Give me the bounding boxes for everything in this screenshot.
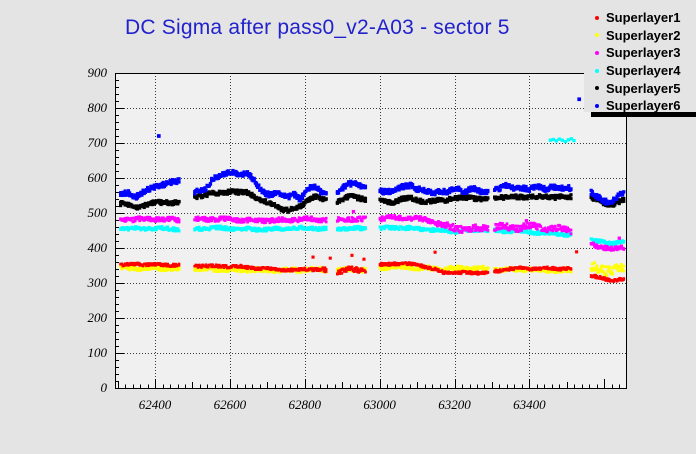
- legend-item-superlayer3: Superlayer3: [584, 44, 696, 62]
- legend-marker-superlayer2-icon: [595, 33, 599, 38]
- legend-marker-superlayer1-icon: [595, 15, 599, 20]
- legend-item-superlayer5: Superlayer5: [584, 79, 696, 97]
- legend-label-superlayer1: Superlayer1: [606, 10, 681, 26]
- legend-marker-superlayer4-icon: [595, 68, 599, 73]
- legend-item-superlayer6: Superlayer6: [584, 97, 696, 115]
- legend-marker-superlayer6-icon: [595, 103, 599, 108]
- legend-marker-superlayer5-icon: [595, 86, 599, 91]
- legend-label-superlayer6: Superlayer6: [606, 98, 681, 114]
- legend-item-superlayer2: Superlayer2: [584, 27, 696, 45]
- legend-item-superlayer4: Superlayer4: [584, 62, 696, 80]
- legend-label-superlayer3: Superlayer3: [606, 45, 681, 61]
- chart-title: DC Sigma after pass0_v2-A03 - sector 5: [125, 16, 510, 39]
- legend-label-superlayer2: Superlayer2: [606, 27, 681, 43]
- legend-shadow: [591, 112, 696, 117]
- legend-label-superlayer4: Superlayer4: [606, 63, 681, 79]
- legend-marker-superlayer3-icon: [595, 50, 599, 55]
- legend-label-superlayer5: Superlayer5: [606, 80, 681, 96]
- legend: Superlayer1 Superlayer2 Superlayer3 Supe…: [584, 0, 696, 115]
- legend-item-superlayer1: Superlayer1: [584, 9, 696, 27]
